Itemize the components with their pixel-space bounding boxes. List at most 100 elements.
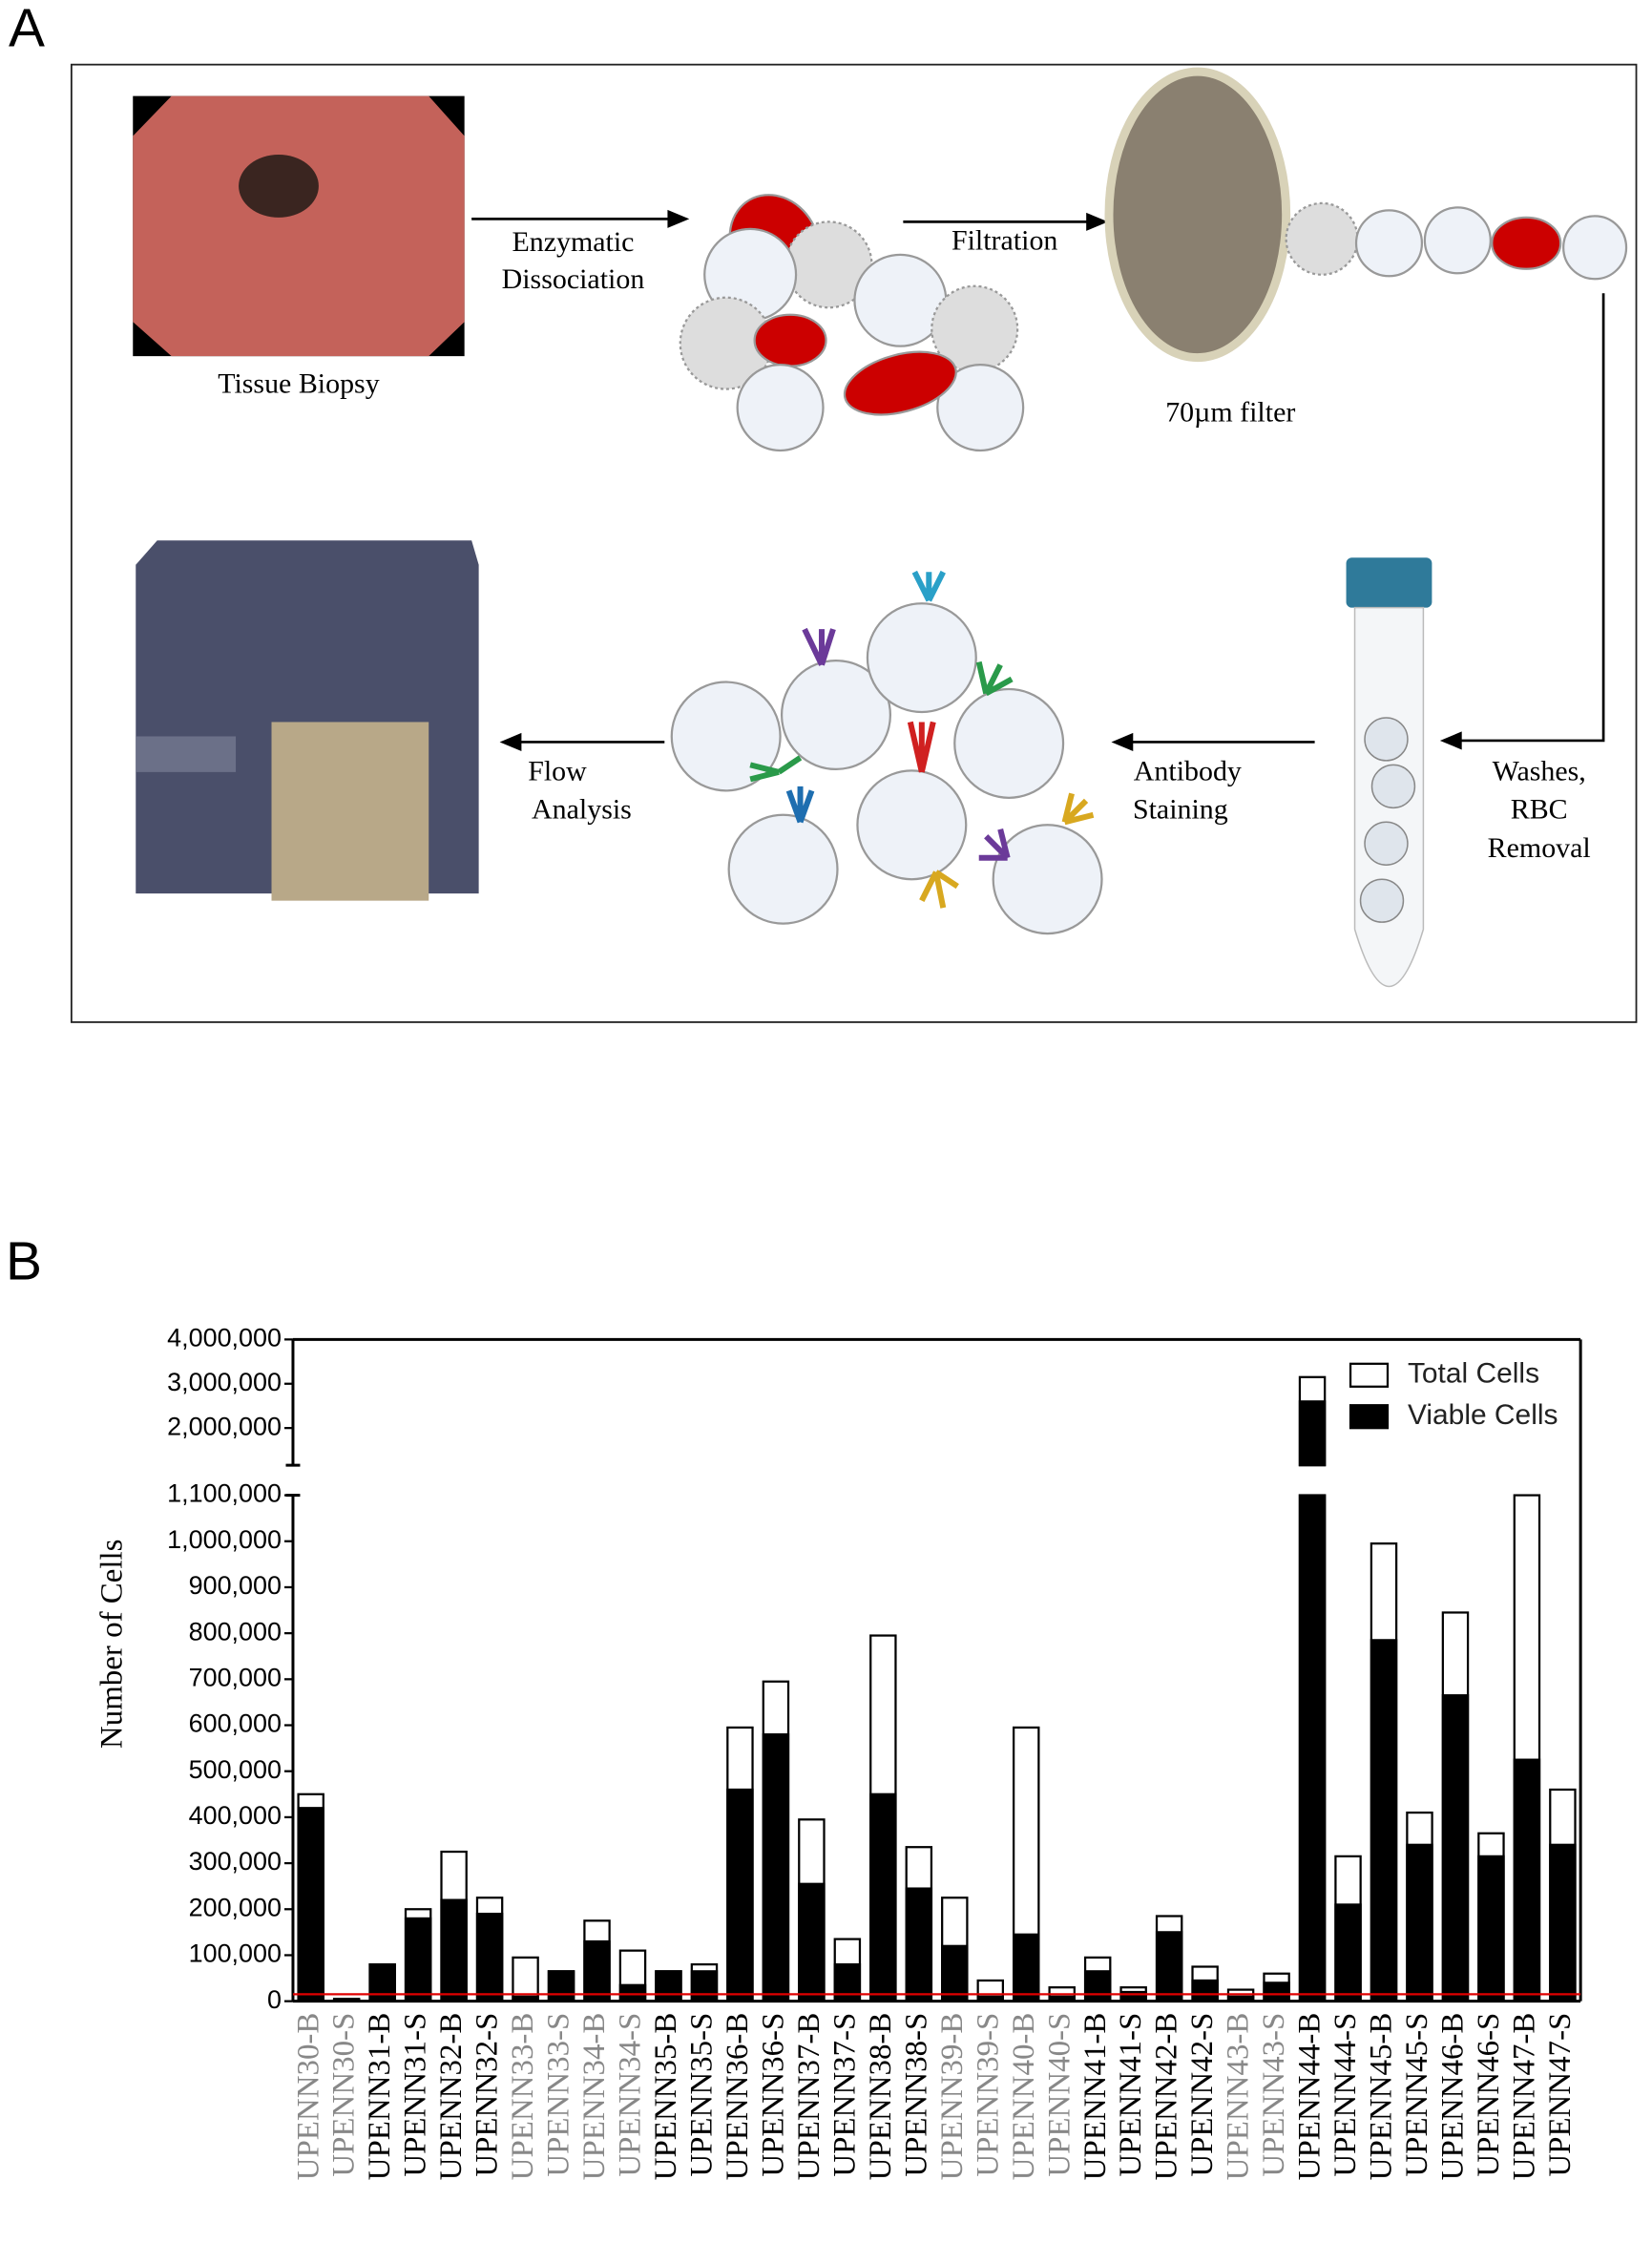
bar — [1119, 1990, 1147, 2002]
antibody — [1061, 792, 1095, 826]
legend-label: Viable Cells — [1408, 1399, 1558, 1431]
bar — [547, 1970, 575, 2002]
y-tick-label: 400,000 — [189, 1801, 282, 1830]
antibody — [911, 570, 946, 602]
filter — [1104, 67, 1291, 363]
panel-label: B — [6, 1231, 42, 1292]
x-tick-label: UPENN35-B — [649, 2013, 683, 2181]
x-tick-label: UPENN30-B — [291, 2013, 325, 2181]
arrow-head — [1439, 731, 1462, 750]
bar — [869, 1792, 897, 2002]
bar — [1549, 1843, 1577, 2002]
cell — [936, 364, 1025, 452]
cell — [992, 824, 1103, 935]
y-tick-label: 300,000 — [189, 1847, 282, 1876]
bar — [976, 1995, 1005, 2002]
tube-cells — [1359, 717, 1416, 923]
y-tick-label: 4,000,000 — [167, 1323, 282, 1352]
x-tick-label: UPENN45-B — [1365, 2013, 1399, 2181]
x-tick-label: UPENN42-S — [1185, 2013, 1220, 2177]
cell — [953, 687, 1065, 799]
bar — [1406, 1843, 1433, 2002]
y-tick-label: 500,000 — [189, 1755, 282, 1784]
bar — [1226, 1995, 1255, 2002]
bar — [1298, 1494, 1327, 2002]
diagram-label: Filtration — [951, 225, 1057, 257]
legend-label: Total Cells — [1408, 1358, 1539, 1390]
x-tick-label: UPENN34-S — [614, 2013, 648, 2177]
x-tick-label: UPENN39-B — [935, 2013, 970, 2181]
stained-cells — [670, 602, 1103, 935]
x-tick-label: UPENN44-B — [1293, 2013, 1328, 2181]
x-tick-label: UPENN46-S — [1472, 2013, 1506, 2177]
x-tick-label: UPENN33-B — [506, 2013, 540, 2181]
biopsy-tissue — [133, 95, 465, 357]
y-tick-label: 1,100,000 — [167, 1479, 282, 1508]
debris — [931, 284, 1019, 373]
red-cell — [1491, 216, 1562, 270]
antibodies — [749, 570, 1095, 909]
y-tick-label: 1,000,000 — [167, 1525, 282, 1554]
red-cell — [843, 350, 957, 416]
x-tick-label: UPENN40-B — [1007, 2013, 1041, 2181]
bar — [404, 1917, 432, 2002]
tube-cap — [1346, 557, 1432, 608]
diagram-label: Tissue Biopsy — [218, 367, 379, 399]
y-tick-label: 0 — [267, 1985, 282, 2014]
x-tick-label: UPENN30-S — [327, 2013, 362, 2177]
bar — [941, 1944, 969, 2002]
legend-swatch — [1349, 1362, 1390, 1388]
x-tick-label: UPENN41-S — [1114, 2013, 1148, 2177]
x-tick-label: UPENN47-B — [1507, 2013, 1541, 2181]
bar — [1513, 1758, 1541, 2002]
diagram-label: Analysis — [532, 794, 632, 826]
cell — [1364, 821, 1409, 866]
bar — [1191, 1979, 1219, 2002]
arrow-head — [1086, 212, 1108, 231]
cytometer-chamber — [271, 722, 429, 901]
bar — [618, 1983, 647, 2002]
bar — [762, 1733, 790, 2002]
bar — [726, 1788, 754, 2002]
antibody — [749, 755, 803, 783]
arrow-head — [667, 209, 690, 228]
debris — [1285, 201, 1359, 276]
cell — [1423, 206, 1492, 275]
antibody — [907, 721, 936, 773]
cell — [1354, 209, 1424, 278]
diagram-label: Staining — [1133, 794, 1228, 826]
diagram-label: Washes, — [1493, 755, 1586, 786]
bar — [655, 1970, 682, 2002]
red-cell — [753, 313, 827, 367]
x-tick-label: UPENN45-S — [1400, 2013, 1434, 2177]
diagram-label: RBC — [1511, 794, 1568, 826]
y-axis-title: Number of Cells — [94, 1540, 129, 1750]
diagram-label: Removal — [1488, 832, 1591, 864]
biopsy-lumen — [239, 155, 319, 218]
x-tick-label: UPENN38-S — [899, 2013, 933, 2177]
x-tick-label: UPENN36-B — [721, 2013, 755, 2181]
x-tick-label: UPENN33-S — [542, 2013, 576, 2177]
cell — [866, 602, 977, 714]
cell-cluster — [679, 194, 1025, 452]
bar — [583, 1939, 611, 2002]
cytometer-panel — [136, 736, 237, 772]
x-tick-label: UPENN46-B — [1436, 2013, 1471, 2181]
x-tick-label: UPENN34-B — [577, 2013, 612, 2181]
cell — [736, 364, 825, 452]
bar — [368, 1962, 396, 2002]
bar — [1334, 1903, 1362, 2002]
bar — [833, 1962, 862, 2002]
arrow — [1457, 293, 1605, 743]
bar — [1048, 1995, 1076, 2002]
bar — [1370, 1639, 1398, 2002]
antibody — [975, 660, 1014, 697]
bar — [905, 1887, 933, 2002]
filtered-cells — [1285, 201, 1628, 281]
bar — [1083, 1970, 1112, 2002]
x-tick-label: UPENN37-S — [827, 2013, 862, 2177]
cell — [780, 659, 892, 771]
y-tick-label: 800,000 — [189, 1617, 282, 1646]
